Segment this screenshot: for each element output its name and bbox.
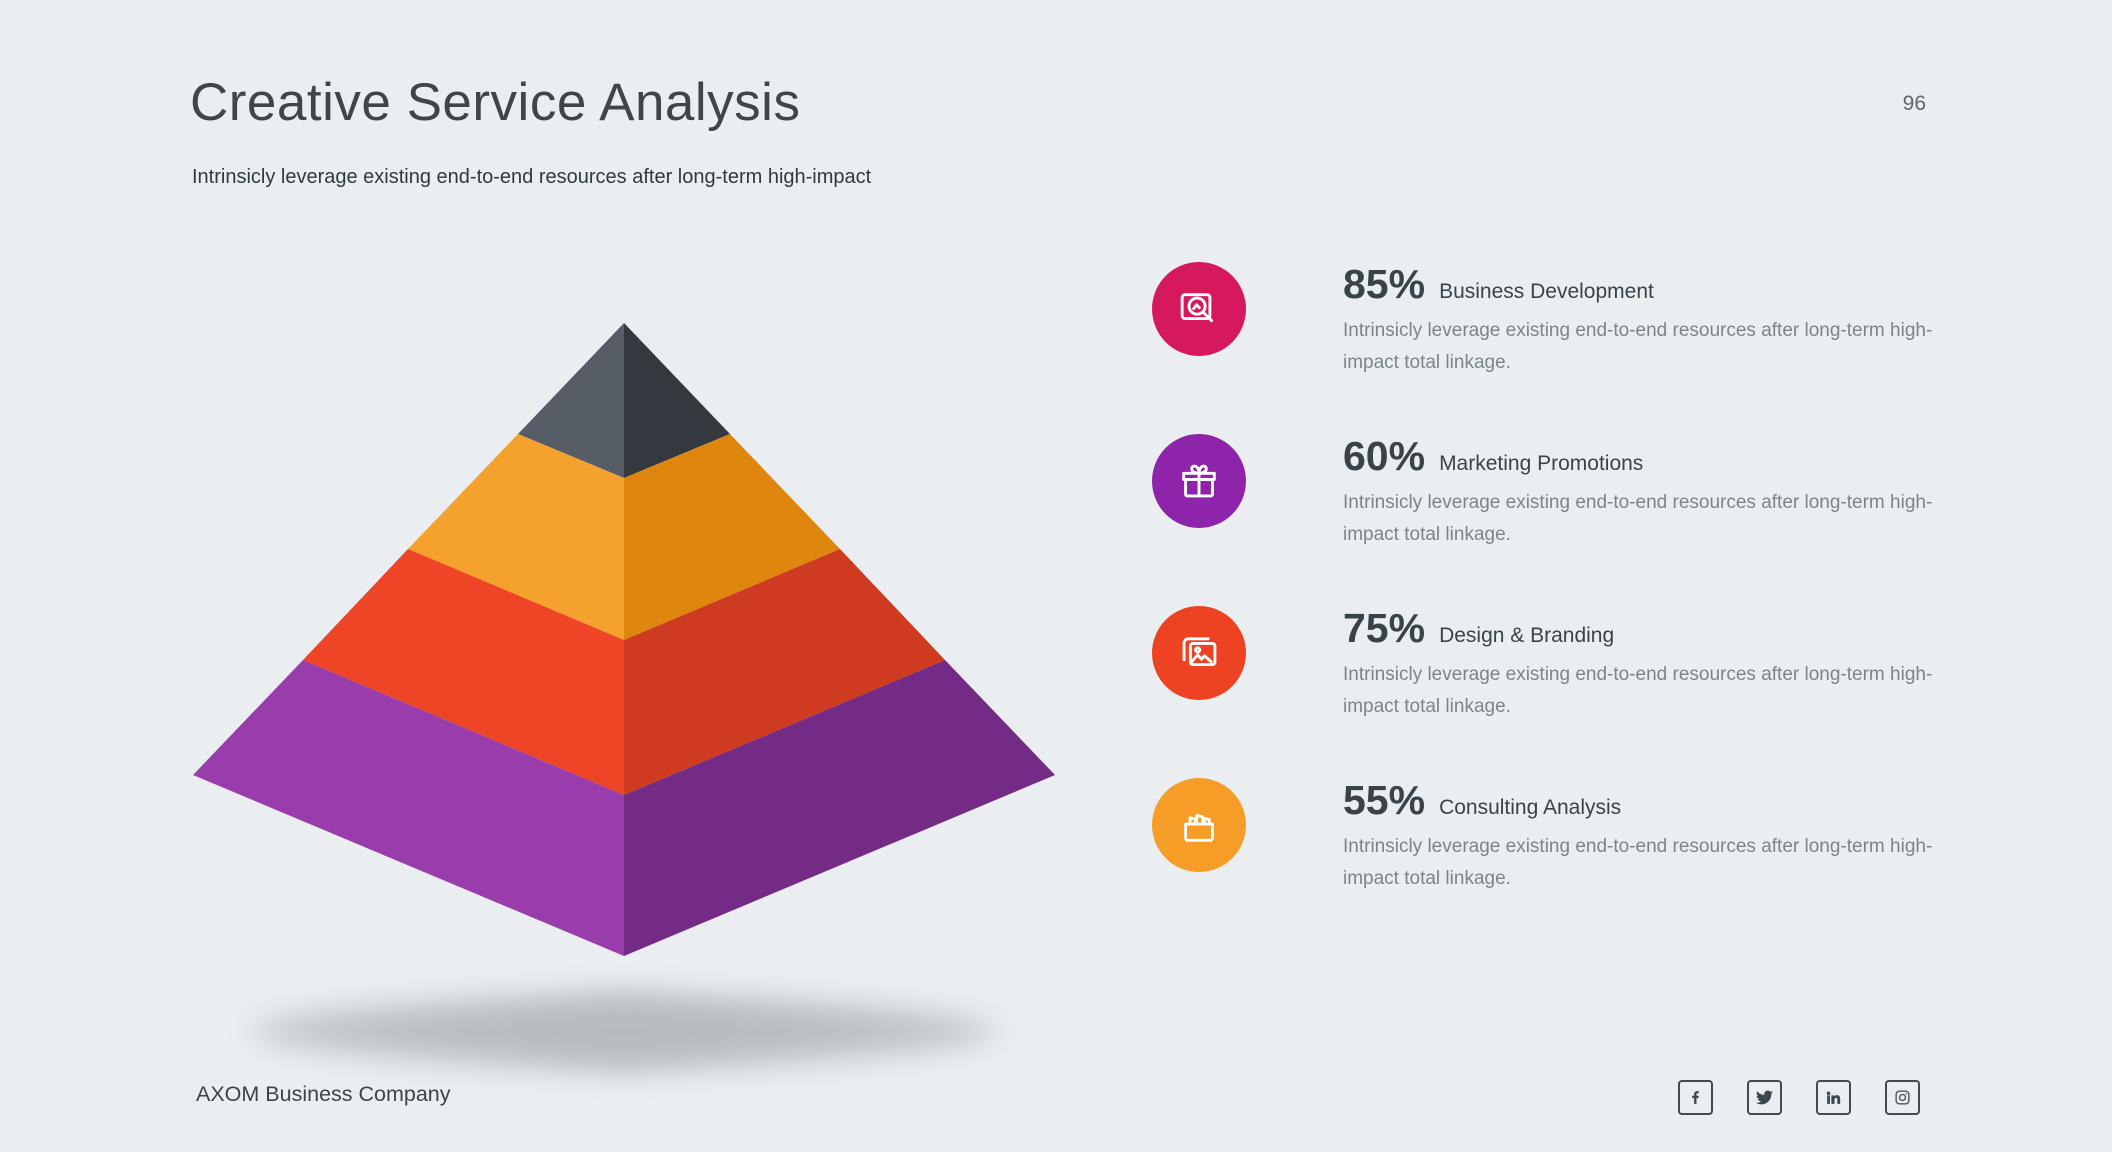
- stat-head: 75% Design & Branding: [1343, 606, 1983, 650]
- stat-description: Intrinsicly leverage existing end-to-end…: [1343, 320, 1933, 373]
- stat-label: Consulting Analysis: [1439, 796, 1622, 819]
- stats-list: 85% Business Development Intrinsicly lev…: [1152, 262, 1983, 950]
- page-subtitle: Intrinsicly leverage existing end-to-end…: [192, 166, 872, 188]
- stat-icon-circle: [1152, 434, 1246, 528]
- twitter-button[interactable]: [1747, 1080, 1782, 1115]
- stat-head: 85% Business Development: [1343, 262, 1983, 306]
- instagram-button[interactable]: [1885, 1080, 1920, 1115]
- facebook-icon: [1692, 1091, 1699, 1104]
- stat-description: Intrinsicly leverage existing end-to-end…: [1343, 492, 1933, 545]
- page-number: 96: [1902, 92, 1926, 115]
- photo-search-icon: [1180, 293, 1214, 323]
- stat-head: 60% Marketing Promotions: [1343, 434, 1983, 478]
- pyramid-layer-second-right: [624, 434, 840, 640]
- stat-percent: 85%: [1343, 261, 1426, 307]
- facebook-button[interactable]: [1678, 1080, 1713, 1115]
- stat-item-marketing-promotions: 60% Marketing Promotions Intrinsicly lev…: [1152, 434, 1983, 551]
- pyramid-layer-top-right: [624, 323, 730, 478]
- archive-box-icon: [1184, 813, 1214, 842]
- stat-label: Design & Branding: [1439, 624, 1615, 647]
- stat-label: Business Development: [1439, 280, 1654, 303]
- stat-text: 55% Consulting Analysis Intrinsicly leve…: [1343, 778, 1983, 895]
- company-name: AXOM Business Company: [196, 1082, 451, 1106]
- stat-label: Marketing Promotions: [1439, 452, 1644, 475]
- pyramid-layer-second-left: [408, 434, 624, 640]
- images-icon: [1182, 637, 1217, 666]
- twitter-icon: [1756, 1090, 1773, 1105]
- stat-text: 75% Design & Branding Intrinsicly levera…: [1343, 606, 1983, 723]
- stat-description: Intrinsicly leverage existing end-to-end…: [1343, 664, 1933, 717]
- pyramid-layer-third-left: [303, 549, 624, 795]
- pyramid-layer-top-left: [518, 323, 624, 478]
- stat-item-consulting-analysis: 55% Consulting Analysis Intrinsicly leve…: [1152, 778, 1983, 895]
- stat-item-design-branding: 75% Design & Branding Intrinsicly levera…: [1152, 606, 1983, 723]
- stat-description: Intrinsicly leverage existing end-to-end…: [1343, 836, 1933, 889]
- pyramid-layer-third-right: [624, 549, 945, 795]
- pyramid-layer-bottom-left: [193, 660, 624, 956]
- gift-icon: [1182, 464, 1216, 498]
- stat-percent: 55%: [1343, 777, 1426, 823]
- stat-text: 60% Marketing Promotions Intrinsicly lev…: [1343, 434, 1983, 551]
- page-title: Creative Service Analysis: [190, 73, 801, 132]
- pyramid-layer-bottom-right: [624, 660, 1055, 956]
- social-links: [1678, 1080, 1920, 1115]
- stat-percent: 60%: [1343, 433, 1426, 479]
- stat-text: 85% Business Development Intrinsicly lev…: [1343, 262, 1983, 379]
- stat-icon-circle: [1152, 778, 1246, 872]
- stat-head: 55% Consulting Analysis: [1343, 778, 1983, 822]
- stat-icon-circle: [1152, 262, 1246, 356]
- stat-percent: 75%: [1343, 605, 1426, 651]
- pyramid-shadow: [254, 992, 994, 1072]
- stat-icon-circle: [1152, 606, 1246, 700]
- stat-item-business-development: 85% Business Development Intrinsicly lev…: [1152, 262, 1983, 379]
- linkedin-button[interactable]: [1816, 1080, 1851, 1115]
- linkedin-icon: [1826, 1091, 1841, 1104]
- instagram-icon: [1895, 1090, 1910, 1105]
- pyramid-shadow-core: [240, 993, 1010, 1070]
